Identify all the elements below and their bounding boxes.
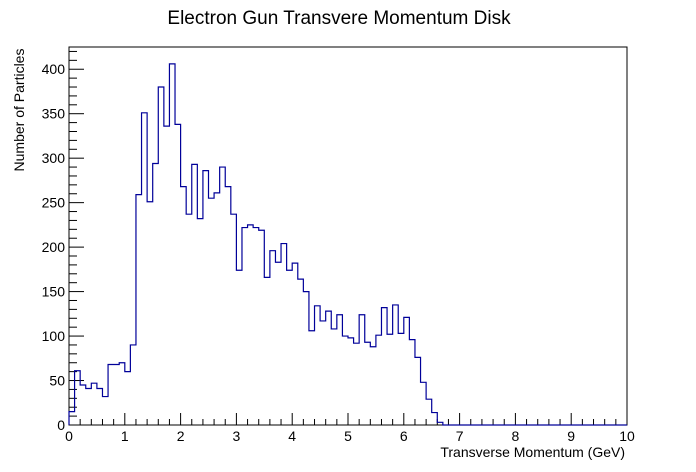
histogram-bin bbox=[130, 345, 136, 425]
y-tick-label: 350 bbox=[42, 106, 66, 122]
x-axis: 0 1 2 3 4 5 6 7 8 9 10 bbox=[65, 413, 635, 444]
y-tick-label: 250 bbox=[42, 195, 66, 211]
y-tick-label: 400 bbox=[42, 61, 66, 77]
histogram-bin bbox=[192, 164, 198, 425]
y-tick-label: 300 bbox=[42, 150, 66, 166]
histogram-bin bbox=[264, 277, 270, 425]
histogram-bin bbox=[303, 292, 309, 425]
histogram-bin bbox=[409, 340, 415, 425]
histogram-bin bbox=[281, 244, 287, 425]
histogram-bin bbox=[80, 385, 86, 425]
histogram-bin bbox=[287, 270, 293, 425]
histogram-bin bbox=[432, 413, 438, 425]
histogram-bin bbox=[387, 334, 393, 425]
x-tick-label: 8 bbox=[512, 428, 520, 444]
histogram-bin bbox=[209, 198, 215, 425]
histogram-bin bbox=[270, 251, 276, 425]
x-tick-label: 6 bbox=[400, 428, 408, 444]
y-tick-label: 100 bbox=[42, 328, 66, 344]
histogram-bin bbox=[125, 372, 131, 425]
x-tick-label: 4 bbox=[288, 428, 296, 444]
y-tick-label: 200 bbox=[42, 239, 66, 255]
histogram-bin bbox=[404, 317, 410, 425]
histogram-bin bbox=[75, 371, 81, 425]
histogram-bin bbox=[421, 382, 427, 425]
histogram-bin bbox=[437, 422, 443, 425]
x-tick-label: 5 bbox=[344, 428, 352, 444]
histogram-bin bbox=[225, 187, 231, 425]
histogram-bin bbox=[398, 333, 404, 425]
histogram-bin bbox=[315, 306, 321, 425]
histogram-bin bbox=[331, 329, 337, 425]
histogram-bin bbox=[175, 124, 181, 425]
histogram-bin bbox=[359, 315, 365, 425]
histogram-bin bbox=[415, 357, 421, 425]
histogram-bin bbox=[136, 195, 142, 425]
histogram-bin bbox=[381, 308, 387, 425]
histogram-bin bbox=[119, 363, 125, 425]
histogram-bin bbox=[69, 412, 75, 425]
histogram-bin bbox=[153, 164, 159, 425]
histogram-bin bbox=[91, 383, 97, 425]
y-tick-label: 0 bbox=[57, 417, 65, 433]
x-tick-label: 3 bbox=[233, 428, 241, 444]
histogram-bin bbox=[147, 202, 153, 425]
histogram-bin bbox=[220, 167, 226, 425]
histogram-bin bbox=[275, 262, 281, 425]
y-axis: 0 50 100 150 200 250 300 350 400 bbox=[42, 50, 84, 433]
histogram-bin bbox=[114, 365, 120, 425]
x-tick-label: 0 bbox=[65, 428, 73, 444]
histogram-bin bbox=[342, 336, 348, 425]
histogram-bin bbox=[214, 193, 220, 425]
chart-title: Electron Gun Transvere Momentum Disk bbox=[167, 8, 511, 29]
histogram-bin bbox=[298, 279, 304, 425]
histogram-bin bbox=[169, 64, 175, 425]
histogram-bin bbox=[393, 305, 399, 425]
y-tick-label: 150 bbox=[42, 284, 66, 300]
histogram-bin bbox=[203, 171, 209, 425]
histogram-bin bbox=[158, 87, 164, 425]
x-axis-label: Transverse Momentum (GeV) bbox=[440, 444, 625, 460]
histogram-bin bbox=[348, 338, 354, 425]
histogram-bin bbox=[231, 214, 237, 425]
histogram-bin bbox=[142, 113, 148, 425]
histogram-bin bbox=[86, 389, 92, 425]
histogram-bin bbox=[309, 331, 315, 425]
histogram-bin bbox=[292, 263, 298, 425]
x-tick-label: 9 bbox=[567, 428, 575, 444]
x-tick-label: 7 bbox=[456, 428, 464, 444]
histogram-bin bbox=[164, 126, 170, 425]
histogram-bin bbox=[337, 315, 343, 425]
histogram-bin bbox=[181, 187, 187, 425]
histogram-bin bbox=[365, 342, 371, 425]
x-tick-label: 1 bbox=[121, 428, 129, 444]
histogram-bin bbox=[370, 347, 376, 425]
histogram-bin bbox=[102, 397, 108, 425]
histogram-bin bbox=[236, 270, 242, 425]
histogram-bin bbox=[320, 321, 326, 425]
histogram-bin bbox=[253, 228, 259, 425]
x-tick-label: 10 bbox=[619, 428, 635, 444]
histogram-bin bbox=[326, 311, 332, 425]
histogram-bin bbox=[186, 214, 192, 425]
histogram-series bbox=[68, 63, 627, 426]
histogram-bin bbox=[108, 365, 114, 425]
histogram-bin bbox=[197, 219, 203, 425]
histogram-bin bbox=[354, 343, 360, 425]
histogram-bin bbox=[259, 230, 265, 425]
x-tick-label: 2 bbox=[177, 428, 185, 444]
histogram-bin bbox=[97, 389, 103, 425]
y-axis-label: Number of Particles bbox=[11, 49, 27, 172]
histogram-bin bbox=[426, 399, 432, 425]
histogram-bin bbox=[376, 335, 382, 425]
histogram-bin bbox=[248, 225, 254, 425]
y-tick-label: 50 bbox=[49, 373, 65, 389]
histogram-bin bbox=[242, 228, 248, 425]
